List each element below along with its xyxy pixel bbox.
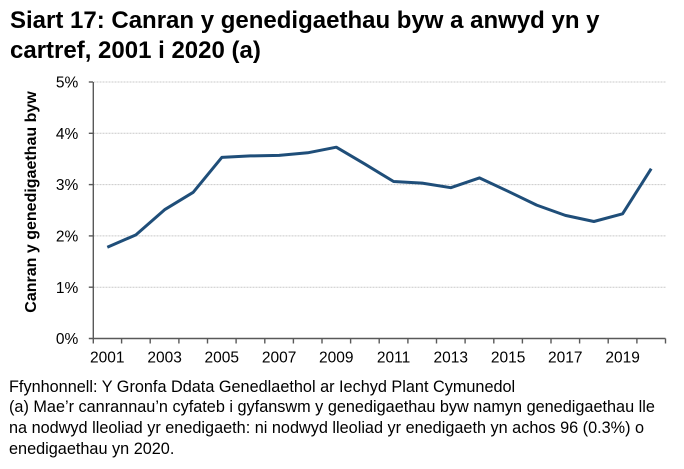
svg-text:2019: 2019 (605, 350, 639, 367)
svg-text:4%: 4% (56, 126, 79, 143)
svg-text:2%: 2% (56, 229, 79, 246)
svg-text:2005: 2005 (205, 350, 239, 367)
svg-text:Canran y genedigaethau byw: Canran y genedigaethau byw (23, 91, 40, 313)
svg-text:1%: 1% (56, 280, 79, 297)
svg-text:2007: 2007 (262, 350, 296, 367)
svg-text:2017: 2017 (548, 350, 582, 367)
svg-text:5%: 5% (56, 75, 79, 92)
svg-text:2011: 2011 (377, 350, 410, 367)
svg-text:2015: 2015 (491, 350, 525, 367)
svg-text:2001: 2001 (90, 350, 124, 367)
svg-text:0%: 0% (56, 331, 79, 348)
svg-text:3%: 3% (56, 177, 79, 194)
svg-text:2013: 2013 (434, 350, 468, 367)
svg-text:2003: 2003 (147, 350, 181, 367)
svg-text:2009: 2009 (319, 350, 353, 367)
